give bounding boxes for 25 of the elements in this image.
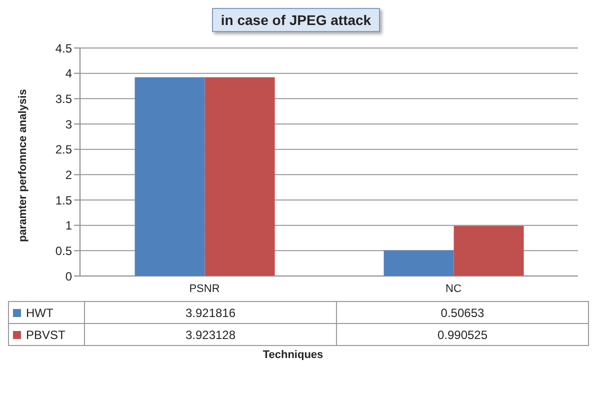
bar [204, 77, 275, 276]
legend-label: HWT [8, 302, 84, 324]
data-label: 3.923128 [84, 324, 336, 346]
y-tick-label: 1.5 [55, 193, 72, 208]
y-tick-label: 2 [65, 168, 72, 182]
y-tick-label: 4 [65, 66, 72, 81]
data-label: 0.990525 [336, 324, 588, 346]
data-label: 3.921816 [84, 302, 336, 324]
y-tick-label: 3 [65, 117, 72, 132]
bar [454, 226, 524, 276]
x-tick-label: PSNR [189, 282, 220, 295]
y-tick-label: 1 [65, 218, 72, 233]
bar [134, 77, 205, 276]
y-tick-label: 0.5 [55, 244, 72, 258]
bar [384, 250, 454, 276]
y-tick-label: 4.5 [55, 41, 72, 56]
x-tick-label: NC [446, 282, 462, 295]
y-tick-label: 2.5 [55, 142, 72, 157]
y-axis-title: paramter perfomnce analysis [16, 89, 29, 242]
chart-title: in case of JPEG attack [212, 8, 380, 32]
data-label: 0.50653 [336, 302, 588, 324]
y-tick-label: 3.5 [55, 92, 72, 106]
y-tick-label: 0 [65, 269, 72, 284]
x-axis-title: Techniques [262, 349, 324, 361]
legend-label: PBVST [8, 324, 84, 346]
